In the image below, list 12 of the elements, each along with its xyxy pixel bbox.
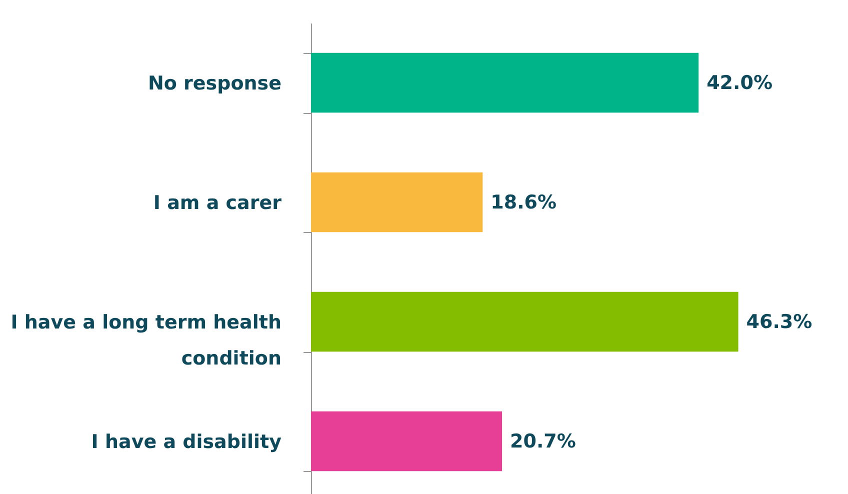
- data-label: 46.3%: [746, 310, 812, 333]
- data-label: 18.6%: [490, 191, 557, 214]
- data-label: 20.7%: [510, 430, 576, 452]
- bar: [311, 292, 738, 352]
- data-label: 42.0%: [706, 72, 773, 94]
- bar: [311, 411, 502, 472]
- y-tick-label: I am a carer: [153, 192, 282, 214]
- y-tick-label: I have a disability: [91, 430, 282, 453]
- y-tick-label: No response: [148, 72, 282, 94]
- y-tick-label: I have a long term health condition: [10, 311, 282, 370]
- bar: [311, 52, 699, 113]
- bar: [311, 172, 483, 232]
